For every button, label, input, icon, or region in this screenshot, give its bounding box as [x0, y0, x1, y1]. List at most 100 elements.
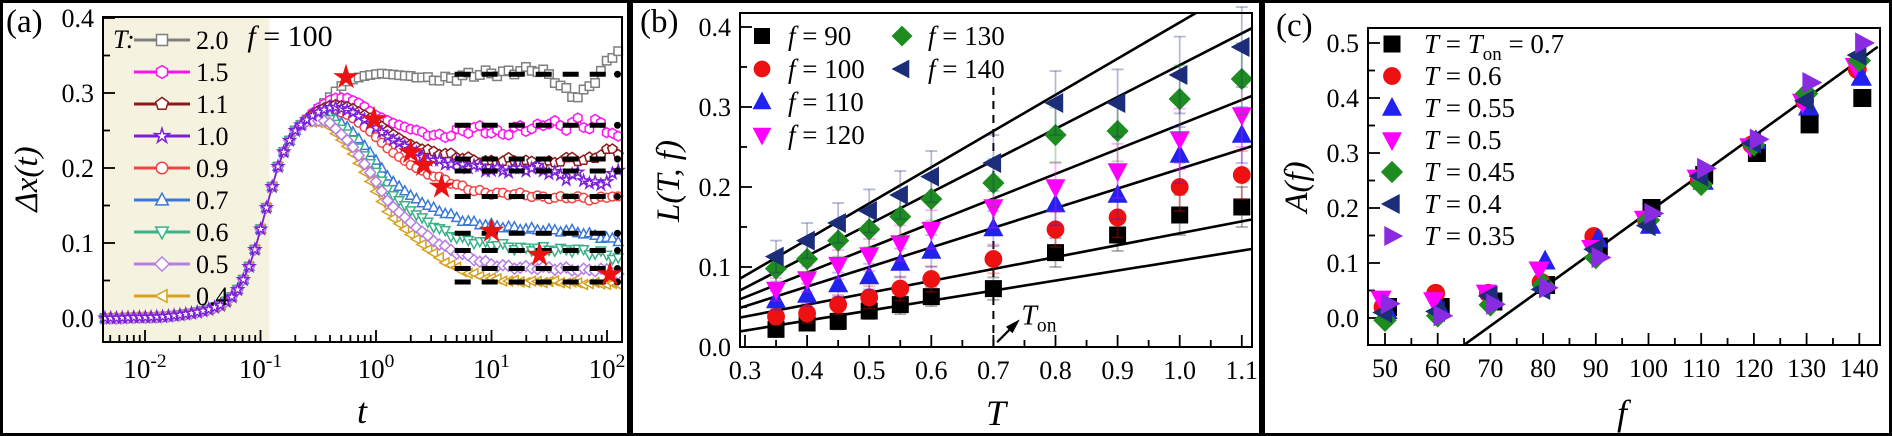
series-f = 140	[764, 6, 1250, 274]
legend-label: 0.4	[196, 282, 229, 311]
marker	[858, 218, 881, 241]
edge-dot	[614, 167, 621, 175]
marker	[1800, 115, 1819, 134]
marker	[1107, 183, 1128, 203]
x-tick-label: 50	[1372, 354, 1398, 383]
marker	[398, 223, 410, 236]
legend-marker	[154, 226, 170, 241]
legend-marker	[1381, 96, 1403, 116]
marker	[450, 210, 463, 223]
marker	[922, 270, 941, 288]
marker	[467, 214, 481, 227]
legend: T: 2.0 1.5 1.1 1.0 0.9 0.7 0.6 0.5 0.4	[113, 25, 229, 311]
marker	[983, 199, 1004, 219]
marker	[1802, 71, 1823, 94]
marker	[1850, 65, 1872, 86]
marker	[765, 281, 787, 301]
marker	[1046, 220, 1065, 239]
onset-arrowhead	[1006, 319, 1020, 334]
marker	[859, 247, 880, 267]
legend-marker	[154, 96, 170, 111]
marker	[258, 199, 275, 215]
legend-title: T:	[113, 25, 135, 54]
y-tick-label: 0.1	[699, 253, 732, 282]
marker	[1168, 64, 1188, 86]
marker	[229, 281, 246, 297]
marker	[381, 194, 395, 208]
marker	[572, 92, 583, 103]
marker	[798, 304, 817, 323]
x-tick-label: 1.1	[1226, 356, 1259, 385]
marker	[1644, 202, 1665, 225]
marker	[1233, 198, 1251, 216]
marker	[827, 229, 850, 252]
marker	[1793, 90, 1814, 112]
marker	[398, 184, 411, 196]
legend-label: T = 0.6	[1424, 61, 1502, 91]
marker	[1170, 178, 1189, 196]
edge-dot	[614, 265, 621, 272]
marker	[983, 217, 1004, 237]
marker	[1486, 293, 1507, 315]
x-tick-label: 0.9	[1101, 356, 1134, 385]
marker	[890, 235, 911, 255]
y-tick-label: 0.2	[1327, 194, 1360, 223]
legend-label: T = Ton = 0.7	[1424, 29, 1564, 65]
marker	[241, 258, 258, 274]
legend-label: 1.1	[196, 90, 229, 119]
marker	[339, 101, 356, 117]
legend-marker	[753, 60, 771, 78]
marker	[590, 78, 601, 88]
marker	[1697, 157, 1717, 180]
marker	[427, 200, 440, 212]
marker	[587, 173, 604, 189]
marker	[921, 239, 942, 259]
marker	[391, 134, 408, 150]
marker	[561, 83, 572, 93]
legend-label: T = 0.4	[1424, 189, 1502, 219]
series-group	[97, 46, 627, 325]
marker	[471, 157, 488, 173]
marker	[1853, 89, 1872, 107]
marker	[1106, 119, 1129, 143]
legend-marker	[1383, 67, 1401, 85]
x-tick-label: 101	[473, 351, 510, 384]
x-tick-label: 0.7	[977, 356, 1010, 385]
marker	[416, 196, 429, 208]
star-marker	[333, 63, 359, 89]
marker	[1232, 166, 1251, 184]
edge-dot	[614, 193, 621, 200]
marker	[503, 129, 514, 141]
legend-label: T = 0.55	[1424, 93, 1515, 123]
marker	[1171, 206, 1189, 224]
marker	[1044, 92, 1064, 114]
legend-marker	[154, 191, 170, 206]
x-tick-label: 90	[1583, 354, 1609, 383]
legend: T = Ton = 0.7T = 0.6T = 0.55T = 0.5T = 0…	[1380, 29, 1564, 251]
marker	[764, 246, 784, 267]
panel-c: 50 60 70 80 90 100 110 120 130 140 0.0 0.1 0.2 0.3 0.4…	[1262, 0, 1892, 436]
marker	[921, 221, 942, 241]
y-tick-label: 0.3	[1327, 139, 1360, 168]
legend-marker	[1384, 225, 1404, 247]
legend-marker	[1380, 193, 1400, 215]
marker	[606, 143, 619, 154]
marker	[439, 225, 452, 238]
marker	[223, 288, 240, 304]
x-tick-label: 1.0	[1163, 356, 1196, 385]
marker	[797, 283, 818, 303]
y-tick-label: 0.5	[1327, 29, 1360, 58]
legend-marker	[1383, 35, 1401, 53]
marker	[1433, 305, 1454, 327]
marker	[561, 124, 572, 137]
marker	[891, 279, 910, 298]
legend-label: f = 110	[788, 87, 864, 117]
edge-dot	[614, 247, 621, 254]
x-tick-label: 130	[1787, 354, 1826, 383]
star-marker	[360, 105, 387, 131]
x-tick-label: 140	[1840, 354, 1879, 383]
x-tick-label: 0.5	[853, 356, 886, 385]
marker	[1423, 292, 1445, 313]
y-tick-label: 0.2	[699, 173, 732, 202]
